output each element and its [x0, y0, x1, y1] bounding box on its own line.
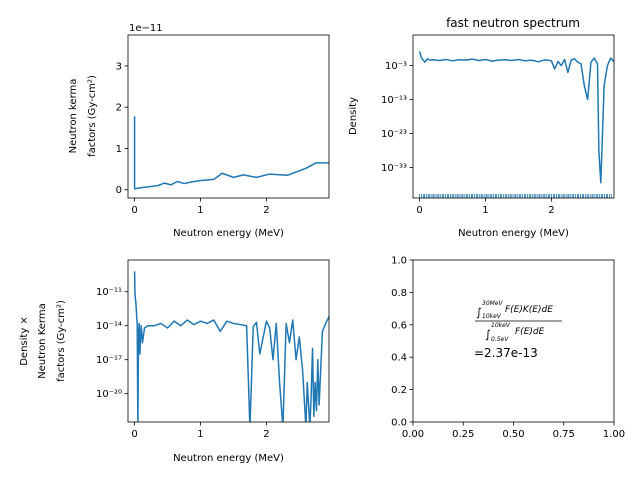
integral-y-tick-label: 1.0 — [391, 256, 407, 267]
denominator-integrand: F(E)dE — [515, 327, 545, 337]
integral-ratio-formula: ∫ 30MeV 10keV F(E)K(E)dE ∫ 10keV 0.5eV F… — [474, 300, 562, 360]
integral-sign-numerator: ∫ — [476, 306, 482, 319]
kerma-y-tick-label: 3 — [116, 61, 122, 72]
spectrum-x-axis-label: Neutron energy (MeV) — [458, 228, 569, 239]
density-kerma-y-tick-label: 10⁻²⁰ — [96, 389, 122, 400]
integral-axes-frame — [412, 259, 615, 423]
kerma-y-offset-label: 1e−11 — [129, 23, 163, 34]
numerator-upper-limit: 30MeV — [482, 300, 504, 307]
integral-x-tick-label: 1.00 — [603, 429, 625, 440]
density-kerma-y-axis-label-line1: Density × — [19, 316, 30, 366]
integral-x-tick-label: 0.75 — [553, 429, 575, 440]
kerma-y-tick-label: 2 — [116, 103, 122, 114]
kerma-y-axis-label-line1: Neutron kerma — [68, 79, 79, 154]
spectrum-y-tick-label: 10⁻³³ — [381, 163, 407, 174]
density-kerma-x-tick-label: 1 — [197, 429, 203, 440]
spectrum-plot: fast neutron spectrum 0 1 2 10⁻³ 10⁻¹³ 10⁻²³… — [348, 16, 615, 239]
density-kerma-y-tick-label: 10⁻¹¹ — [96, 287, 122, 298]
spectrum-x-tick-label: 0 — [416, 205, 422, 216]
density-kerma-x-tick-label: 0 — [131, 429, 137, 440]
density-kerma-y-tick-label: 10⁻¹⁷ — [96, 355, 122, 366]
kerma-x-axis-label: Neutron energy (MeV) — [173, 228, 284, 239]
density-kerma-y-axis-label-line2: Neutron Kerma — [37, 303, 48, 378]
kerma-factor-plot: 1e−11 0 1 2 0 1 2 3 Neutron energy (MeV) Neut… — [68, 23, 330, 239]
density-kerma-x-axis-label: Neutron energy (MeV) — [173, 453, 284, 464]
density-kerma-series-line — [133, 271, 329, 422]
kerma-x-tick-label: 2 — [263, 205, 269, 216]
kerma-y-tick-label: 0 — [116, 185, 122, 196]
density-kerma-y-tick-label: 10⁻¹⁴ — [96, 321, 122, 332]
kerma-y-axis-label-line2: factors (Gy-cm²) — [87, 75, 98, 157]
kerma-y-tick-label: 1 — [116, 144, 122, 155]
integral-result: =2.37e-13 — [474, 346, 538, 360]
integral-x-tick-label: 0.50 — [502, 429, 524, 440]
spectrum-title: fast neutron spectrum — [446, 16, 580, 30]
density-kerma-x-tick-label: 2 — [263, 429, 269, 440]
spectrum-y-tick-label: 10⁻³ — [385, 61, 407, 72]
denominator-upper-limit: 10keV — [491, 322, 511, 329]
integral-sign-denominator: ∫ — [485, 328, 491, 341]
integral-y-tick-label: 0.8 — [391, 288, 407, 299]
spectrum-y-tick-label: 10⁻¹³ — [381, 95, 407, 106]
spectrum-axes-frame — [412, 34, 615, 199]
integral-x-tick-label: 0.25 — [452, 429, 474, 440]
spectrum-y-tick-label: 10⁻²³ — [381, 129, 407, 140]
spectrum-series-line — [418, 51, 614, 184]
density-kerma-axes-frame — [127, 259, 330, 423]
integral-y-tick-label: 0.2 — [391, 385, 407, 396]
kerma-axes-frame — [127, 34, 330, 199]
spectrum-x-tick-label: 2 — [548, 205, 554, 216]
integral-ratio-panel: 0.00 0.25 0.50 0.75 1.00 0.00.20.40.60.81.0 … — [391, 256, 625, 441]
integral-y-tick-label: 0.0 — [391, 418, 407, 429]
density-kerma-y-axis-label-line3: factors (Gy-cm²) — [56, 300, 67, 382]
integral-y-tick-label: 0.4 — [391, 353, 407, 364]
denominator-lower-limit: 0.5eV — [491, 336, 509, 343]
spectrum-x-tick-label: 1 — [482, 205, 488, 216]
integral-y-tick-label: 0.6 — [391, 320, 407, 331]
spectrum-y-axis-label: Density — [348, 97, 359, 135]
kerma-x-tick-label: 0 — [131, 205, 137, 216]
density-kerma-plot: 0 1 2 10⁻¹¹ 10⁻¹⁴ 10⁻¹⁷ 10⁻²⁰ Neutron energy … — [19, 259, 330, 464]
kerma-series-line — [133, 116, 329, 190]
kerma-x-tick-label: 1 — [197, 205, 203, 216]
integral-x-tick-label: 0.00 — [402, 429, 424, 440]
spectrum-rug — [419, 194, 612, 198]
numerator-integrand: F(E)K(E)dE — [505, 305, 553, 315]
numerator-lower-limit: 10keV — [482, 313, 502, 320]
